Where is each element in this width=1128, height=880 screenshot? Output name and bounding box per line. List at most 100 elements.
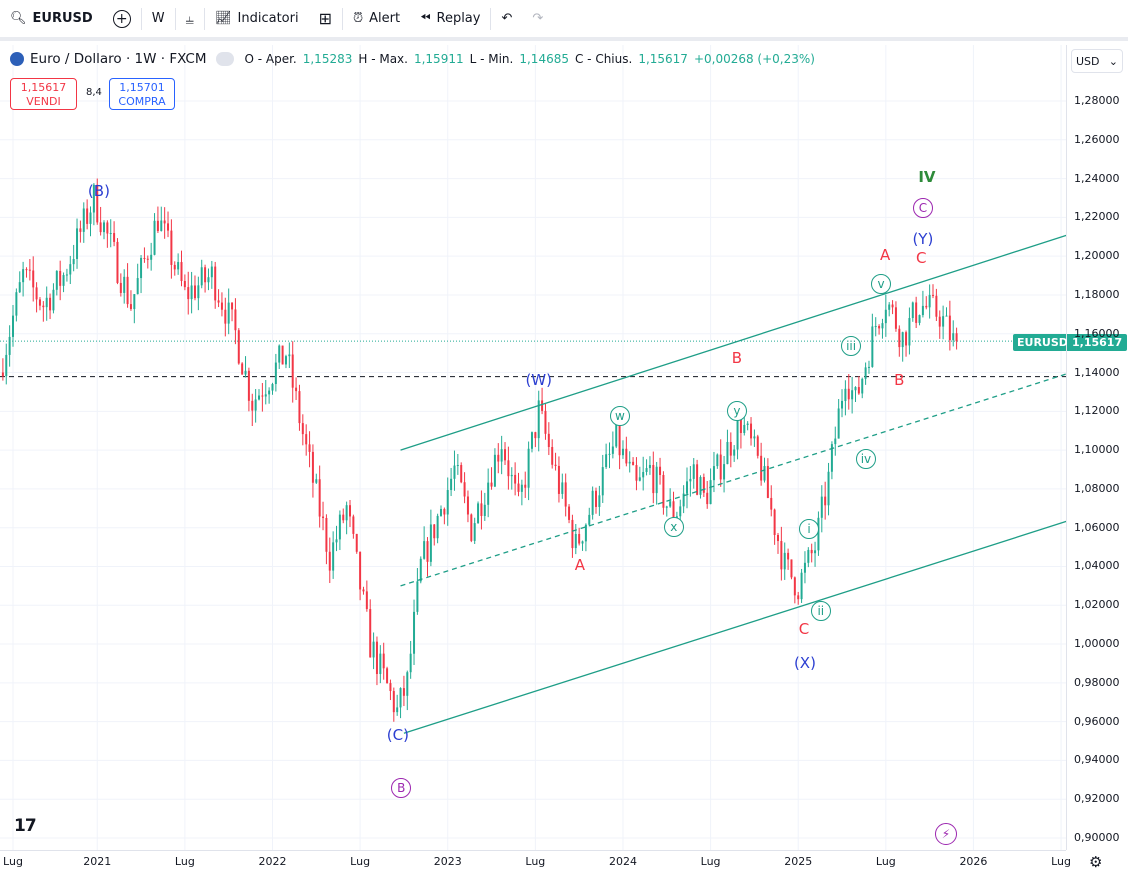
candle-down — [776, 534, 779, 542]
wave-label[interactable]: A — [574, 555, 585, 574]
candle-up — [379, 653, 382, 675]
candle-up — [416, 581, 419, 612]
candle-down — [554, 464, 557, 466]
candle-up — [15, 292, 18, 316]
wave-label[interactable]: B — [391, 777, 412, 798]
candle-up — [817, 517, 820, 551]
candle-down — [504, 449, 507, 461]
candle-down — [392, 691, 395, 713]
chart-type-button[interactable]: ⫨ — [176, 0, 204, 39]
candle-down — [497, 454, 500, 462]
candle-down — [702, 477, 705, 493]
candle-up — [621, 448, 624, 456]
candle-up — [140, 257, 143, 279]
candle-down — [126, 276, 129, 305]
candle-down — [507, 460, 510, 477]
wave-label[interactable]: (X) — [793, 654, 816, 673]
candle-up — [837, 408, 840, 439]
wave-label[interactable]: C — [915, 249, 927, 268]
open-value: 1,15283 — [302, 52, 353, 66]
replay-button[interactable]: ⏪︎ Replay — [410, 0, 490, 39]
currency-select[interactable]: USD ⌄ — [1071, 49, 1123, 73]
settings-gear-icon[interactable]: ⚙ — [1089, 853, 1103, 871]
alert-button[interactable]: ⏰︎ Alert — [343, 0, 410, 39]
candle-up — [692, 464, 695, 479]
wave-label[interactable]: (Y) — [912, 230, 934, 249]
wave-label[interactable]: (B) — [87, 181, 110, 200]
candle-up — [406, 672, 409, 696]
candle-down — [719, 454, 722, 480]
divider — [140, 7, 142, 30]
wave-label[interactable]: x — [663, 516, 684, 537]
price-chart[interactable] — [0, 45, 1128, 880]
candle-down — [193, 285, 196, 299]
wave-label[interactable]: iii — [841, 335, 862, 356]
price-tag: EURUSD 1,15617 — [1013, 334, 1128, 351]
indicators-label: Indicatori — [237, 11, 299, 26]
candle-up — [881, 323, 884, 329]
indicators-button[interactable]: 📈︎ Indicatori — [205, 0, 309, 39]
symbol-search-button[interactable]: 🔍︎ EURUSD — [0, 0, 103, 39]
time-axis[interactable] — [0, 850, 1066, 880]
candle-up — [601, 467, 604, 496]
wave-label[interactable]: (W) — [525, 371, 552, 390]
wave-label[interactable]: C — [798, 619, 810, 638]
collapse-legend-button[interactable] — [216, 52, 235, 66]
candle-up — [807, 549, 810, 563]
undo-button[interactable]: ↶ — [491, 0, 522, 39]
candle-up — [709, 480, 712, 505]
candle-down — [433, 524, 436, 539]
wave-label[interactable]: B — [894, 371, 905, 390]
candle-down — [170, 230, 173, 265]
candle-up — [753, 436, 756, 439]
wave-label[interactable]: iv — [855, 449, 876, 470]
price-tick: 1,10000 — [1074, 443, 1120, 457]
candle-up — [493, 454, 496, 487]
compare-button[interactable]: + — [103, 0, 141, 39]
time-tick: Lug — [525, 855, 546, 868]
buy-label: COMPRA — [118, 95, 166, 108]
candle-up — [861, 378, 864, 394]
sell-button[interactable]: 1,15617 VENDI — [10, 78, 77, 110]
candle-up — [332, 542, 335, 571]
wave-label[interactable]: IV — [918, 168, 936, 187]
candle-up — [271, 384, 274, 391]
candle-down — [251, 400, 254, 411]
wave-label[interactable]: B — [731, 348, 743, 367]
candle-down — [119, 282, 122, 293]
candle-up — [871, 326, 874, 367]
price-tick: 1,22000 — [1074, 210, 1120, 224]
candle-up — [409, 653, 412, 673]
wave-label[interactable]: ii — [810, 601, 831, 622]
wave-label[interactable]: A — [880, 245, 891, 264]
candle-up — [136, 278, 139, 295]
price-tick: 0,92000 — [1074, 792, 1120, 806]
buy-button[interactable]: 1,15701 COMPRA — [109, 78, 175, 110]
candle-up — [743, 424, 746, 433]
price-axis[interactable]: USD ⌄ — [1066, 45, 1128, 850]
candle-up — [92, 184, 95, 213]
candle-down — [780, 541, 783, 570]
lightning-icon[interactable]: ⚡︎ — [935, 823, 957, 845]
interval-button[interactable]: W — [151, 11, 165, 26]
wave-label[interactable]: (C) — [386, 726, 409, 745]
price-tick: 1,14000 — [1074, 365, 1120, 379]
candle-up — [477, 503, 480, 524]
candle-down — [163, 220, 166, 224]
candle-up — [197, 285, 200, 299]
wave-label[interactable]: C — [912, 198, 933, 219]
candle-up — [82, 208, 85, 232]
wave-label[interactable]: i — [798, 519, 819, 540]
layouts-button[interactable]: ⊞ — [309, 0, 342, 39]
candle-down — [35, 287, 38, 300]
wave-label[interactable]: v — [871, 274, 892, 295]
wave-label[interactable]: y — [726, 400, 747, 421]
candle-down — [480, 503, 483, 516]
time-tick: Lug — [875, 855, 896, 868]
candle-up — [72, 259, 75, 265]
candle-up — [584, 524, 587, 542]
wave-label[interactable]: w — [609, 405, 630, 426]
redo-button[interactable]: ↷ — [522, 0, 553, 39]
candle-up — [638, 477, 641, 481]
candle-up — [62, 275, 65, 286]
